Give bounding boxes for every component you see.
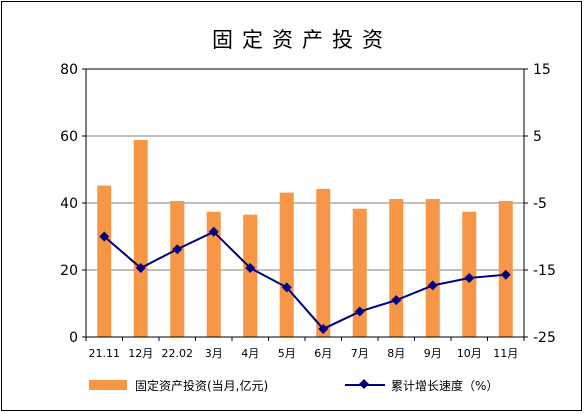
growth-line [103, 230, 506, 331]
x-tick-label: 11月 [493, 347, 518, 360]
bar [352, 208, 367, 337]
line-point [464, 273, 475, 284]
x-tick-label: 8月 [387, 347, 405, 360]
bar [243, 214, 258, 337]
line-point [281, 282, 292, 293]
bar [97, 185, 112, 337]
line-point [208, 226, 219, 237]
y-left-tick-label: 20 [60, 263, 78, 279]
legend-line-marker [359, 379, 369, 389]
line-point [99, 231, 110, 242]
line-point [245, 262, 256, 273]
y-left-tick-label: 80 [60, 62, 78, 78]
bar [170, 200, 185, 337]
bar [316, 188, 331, 337]
line-point [354, 306, 365, 317]
line-series [99, 226, 511, 334]
legend: 固定资产投资(当月,亿元) 累计增长速度（%） [89, 378, 498, 393]
bar [498, 200, 513, 337]
chart: 固定资产投资 0 20 40 60 80 -25 -15 -5 5 15 21.11 12月 22.02… [60, 28, 556, 393]
bar [279, 192, 294, 337]
x-tick-label: 22.02 [162, 347, 194, 360]
line-point [500, 269, 511, 280]
x-tick-label: 21.11 [89, 347, 121, 360]
x-tick-label: 5月 [278, 347, 296, 360]
y-right-tick-label: -15 [533, 263, 556, 279]
legend-line-label: 累计增长速度（%） [391, 378, 498, 393]
bar [133, 140, 148, 337]
x-tick-label: 7月 [351, 347, 369, 360]
bar [425, 198, 440, 337]
bar-series [97, 140, 513, 337]
y-left-tick-label: 60 [60, 129, 78, 145]
legend-bar-swatch [89, 380, 127, 390]
line-point [391, 295, 402, 306]
y-right-tick-label: 15 [533, 62, 551, 78]
line-point [427, 280, 438, 291]
x-tick-label: 10月 [457, 347, 482, 360]
chart-title: 固定资产投资 [212, 28, 392, 52]
bar [206, 211, 221, 337]
legend-bar-label: 固定资产投资(当月,亿元) [135, 378, 268, 393]
x-tick-label: 3月 [205, 347, 223, 360]
x-tick-label: 4月 [241, 347, 259, 360]
y-right-tick-label: -5 [533, 196, 547, 212]
y-right-tick-label: 5 [533, 129, 542, 145]
y-left-tick-label: 40 [60, 196, 78, 212]
axes: 0 20 40 60 80 -25 -15 -5 5 15 21.11 12月 22.02 3月 4月 5月 6… [60, 62, 556, 360]
x-tick-label: 9月 [424, 347, 442, 360]
line-point [135, 262, 146, 273]
line-point [172, 244, 183, 255]
y-right-tick-label: -25 [533, 330, 556, 346]
gridlines [86, 135, 524, 271]
x-tick-label: 12月 [128, 347, 153, 360]
x-tick-label: 6月 [314, 347, 332, 360]
line-point [318, 323, 329, 334]
bar [389, 198, 404, 337]
y-left-tick-label: 0 [69, 330, 78, 346]
